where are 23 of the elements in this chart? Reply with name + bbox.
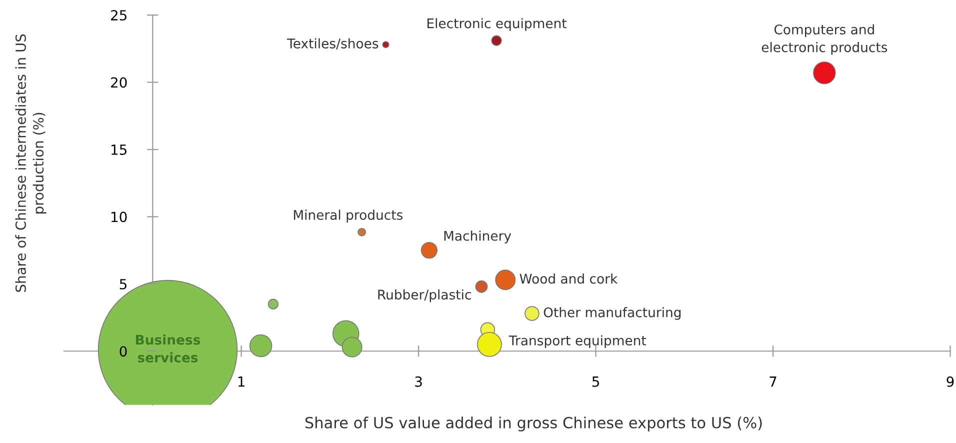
annotation: Transport equipment [508, 335, 646, 348]
annotation: Machinery [444, 230, 512, 244]
x-tick-label: 7 [770, 376, 776, 387]
y-tick-label: 10 [112, 212, 127, 222]
x-tick-label: 3 [415, 376, 422, 387]
annotation: Business services [136, 334, 200, 363]
annotation: Rubber/plastic [378, 289, 471, 302]
annotation: Wood and cork [520, 274, 618, 284]
x-tick-label: 5 [592, 376, 599, 387]
annotation: Computers and electronic products [762, 24, 888, 55]
annotation: Electronic equipment [428, 18, 567, 31]
x-tick-label: 1 [238, 376, 244, 387]
y-axis-title: Share of Chinese intermediates in US production (%) [15, 34, 46, 292]
y-tick-label: 15 [112, 144, 126, 155]
x-axis-title: Share of US value added in gross Chinese exports to US (%) [305, 416, 762, 432]
annotation: Other manufacturing [544, 307, 681, 320]
x-tick-label: 9 [946, 376, 954, 387]
annotation: Textiles/shoes [287, 38, 378, 50]
annotation: Mineral products [294, 210, 403, 222]
y-tick-label: 25 [111, 10, 126, 21]
y-tick-label: 20 [111, 77, 127, 88]
y-tick-label: 0 [120, 346, 127, 357]
y-tick-label: 5 [120, 279, 126, 290]
